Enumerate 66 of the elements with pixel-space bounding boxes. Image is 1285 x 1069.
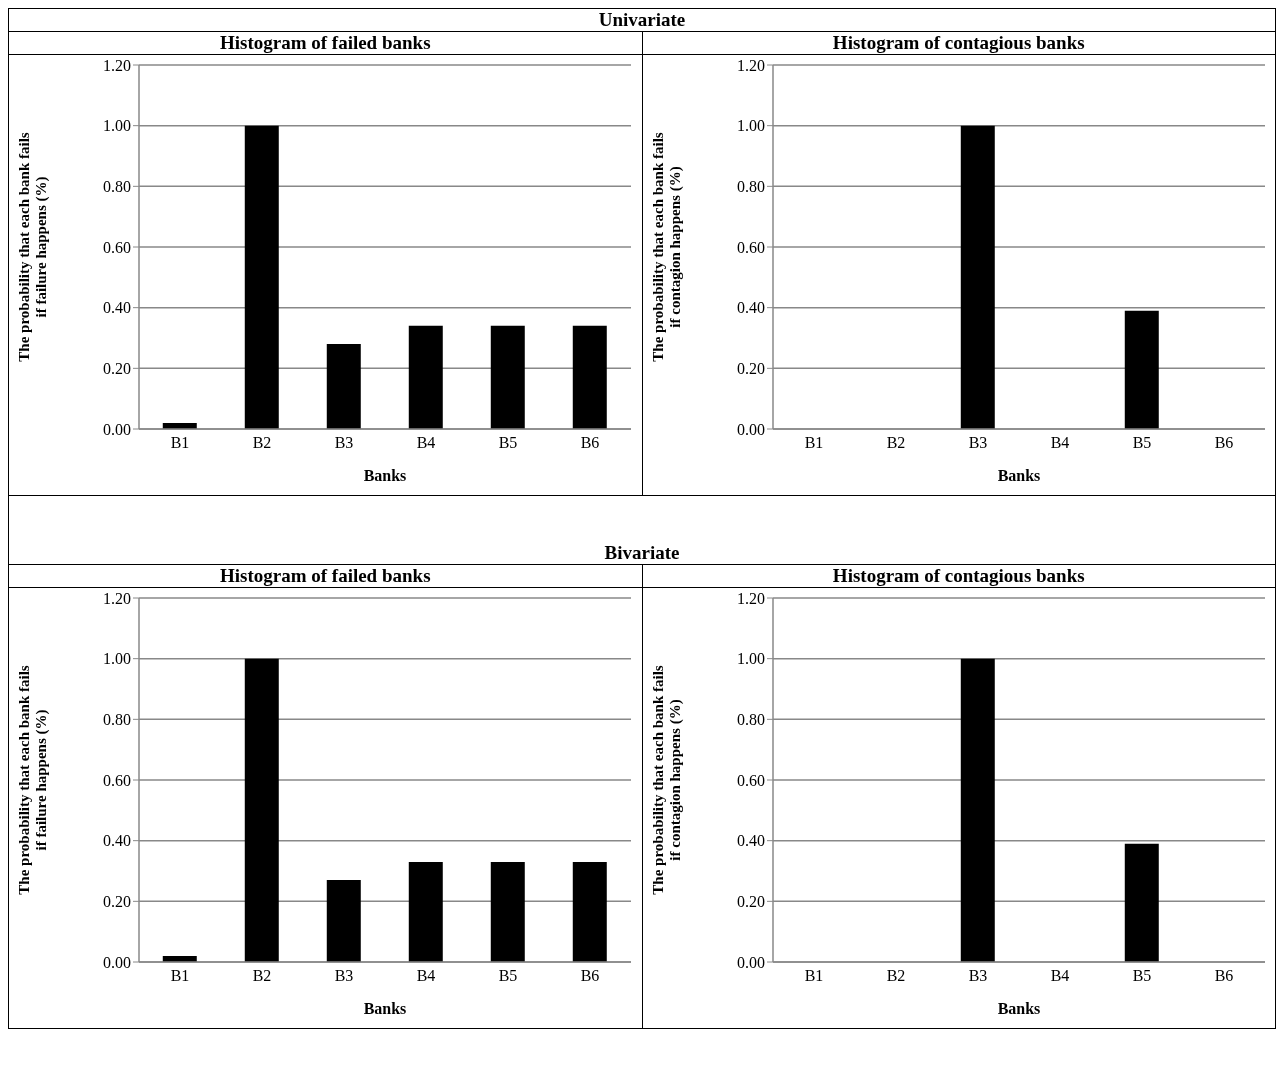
y-tick-label: 0.60 [103,238,131,256]
y-tick-label: 0.40 [736,299,765,317]
x-axis-title: Banks [363,467,407,484]
chart-title: Histogram of contagious banks [642,565,1275,588]
y-tick-label: 1.20 [736,589,765,607]
y-axis-title: The probability that each bank fails if failure happens (%) [16,665,50,895]
x-axis-title: Banks [997,467,1040,484]
x-tick-label: B3 [968,967,987,985]
x-tick-label: B3 [334,967,354,985]
y-axis-title: The probability that each bank fails if contagion happens (%) [649,665,684,895]
text: Univariate [9,9,1275,31]
x-tick-label: B3 [334,434,354,452]
x-tick-label: B5 [1132,434,1151,452]
y-tick-label: 0.00 [103,953,131,971]
y-axis-title: The probability that each bank fails if failure happens (%) [16,132,50,362]
y-tick-label: 0.80 [103,711,131,729]
x-tick-label: B6 [580,434,600,452]
y-tick-label: 0.60 [736,238,765,256]
y-axis-title: The probability that each bank fails if contagion happens (%) [649,132,684,362]
x-tick-label: B6 [580,967,600,985]
y-tick-label: 0.80 [736,711,765,729]
text: Bivariate [9,542,1275,564]
y-tick-label: 0.00 [736,953,765,971]
y-tick-label: 1.20 [103,56,131,74]
x-tick-label: B2 [886,967,905,985]
chart-title: Histogram of failed banks [9,32,642,55]
x-tick-label: B1 [170,434,190,452]
x-tick-label: B5 [498,967,518,985]
x-tick-label: B4 [416,434,436,452]
x-tick-label: B4 [1050,434,1069,452]
y-tick-label: 0.40 [736,832,765,850]
x-tick-label: B2 [252,967,272,985]
x-tick-label: B1 [804,967,823,985]
x-tick-label: B4 [416,967,436,985]
y-tick-label: 1.20 [103,589,131,607]
y-tick-label: 0.60 [736,771,765,789]
x-tick-label: B4 [1050,967,1069,985]
y-tick-label: 1.00 [103,650,131,668]
x-tick-label: B1 [170,967,190,985]
y-tick-label: 0.00 [103,420,131,438]
y-tick-label: 1.00 [103,117,131,135]
chart-title: Histogram of contagious banks [642,32,1275,55]
y-tick-label: 0.80 [103,178,131,196]
y-tick-label: 1.20 [736,56,765,74]
y-tick-label: 1.00 [736,650,765,668]
chart-title: Histogram of failed banks [9,565,642,588]
y-tick-label: 0.60 [103,771,131,789]
x-tick-label: B5 [1132,967,1151,985]
x-tick-label: B2 [886,434,905,452]
y-tick-label: 0.40 [103,299,131,317]
y-tick-label: 0.20 [103,893,131,911]
y-tick-label: 0.20 [736,360,765,378]
x-tick-label: B3 [968,434,987,452]
x-axis-title: Banks [363,1000,407,1017]
x-tick-label: B6 [1214,434,1233,452]
y-tick-label: 0.40 [103,832,131,850]
y-tick-label: 0.00 [736,420,765,438]
y-tick-label: 0.80 [736,178,765,196]
x-axis-title: Banks [997,1000,1040,1017]
y-tick-label: 1.00 [736,117,765,135]
x-tick-label: B5 [498,434,518,452]
x-tick-label: B1 [804,434,823,452]
y-tick-label: 0.20 [736,893,765,911]
x-tick-label: B2 [252,434,272,452]
x-tick-label: B6 [1214,967,1233,985]
y-tick-label: 0.20 [103,360,131,378]
